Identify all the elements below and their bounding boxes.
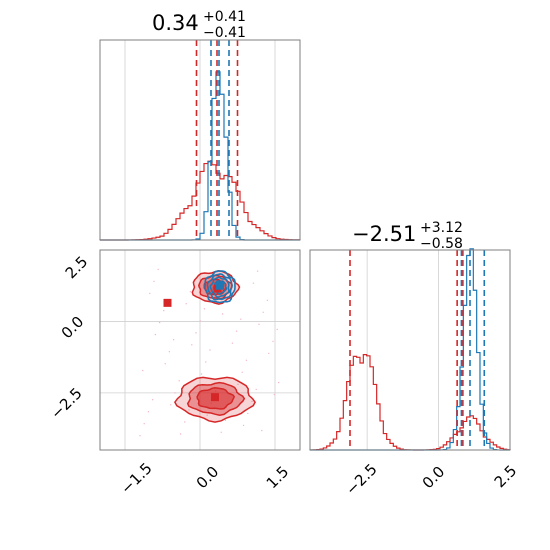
sample-point (256, 270, 259, 272)
blue-contour (209, 276, 230, 298)
sample-point (235, 330, 238, 332)
sample-point (188, 409, 190, 411)
sample-point (209, 349, 211, 351)
sample-point (168, 351, 171, 353)
sample-point (185, 303, 187, 305)
sample-point (255, 388, 257, 391)
sample-point (195, 332, 197, 334)
sample-point (273, 393, 276, 396)
truth-marker (163, 298, 172, 307)
joint-contour-panel (99, 249, 301, 451)
sample-point (261, 429, 263, 432)
sample-point (189, 291, 192, 293)
sample-point (191, 344, 193, 346)
sample-point (206, 414, 208, 416)
joint-xtick-label: −1.5 (117, 459, 155, 497)
sample-point (200, 373, 203, 375)
sample-point (154, 333, 157, 336)
sample-point (164, 363, 166, 365)
panel-frame (309, 249, 511, 451)
sample-point (158, 321, 161, 324)
sample-point (179, 433, 182, 435)
joint-ytick-label: 0.0 (58, 313, 88, 343)
sample-point (247, 412, 249, 415)
param-2-xtick-label: −2.5 (342, 460, 380, 498)
panel-frame (99, 39, 301, 241)
sample-point (172, 339, 175, 341)
sample-point (276, 328, 278, 331)
sample-point (139, 435, 141, 437)
sample-point (203, 308, 206, 310)
sample-point (147, 411, 150, 413)
sample-point (157, 268, 159, 271)
sample-point (224, 419, 227, 421)
sample-point (241, 371, 243, 373)
sample-point (277, 381, 280, 384)
blue-contour (206, 273, 233, 301)
sample-point (142, 369, 144, 372)
sample-point (258, 323, 260, 325)
joint-yticks: 2.5 0.0 −2.5 (47, 253, 91, 423)
joint-xticks: −1.5 0.0 1.5 (117, 459, 292, 497)
sample-point (268, 352, 270, 355)
sample-point (272, 340, 274, 343)
sample-point (184, 421, 186, 423)
sample-point (242, 424, 245, 427)
title-param-2: −2.51 +3.12 −0.58 (352, 220, 463, 252)
param-2-xtick-label: 0.0 (419, 463, 449, 493)
truth-marker (216, 281, 224, 290)
sample-point (231, 342, 234, 344)
blue-contour (204, 270, 236, 304)
sample-point (251, 400, 253, 403)
sample-point (262, 311, 264, 313)
sample-point (237, 383, 239, 385)
sample-point (240, 318, 242, 320)
param-2-xticks: −2.5 0.0 2.5 (342, 460, 520, 498)
sample-point (199, 320, 201, 322)
param-2-histogram-panel (309, 248, 511, 451)
sample-point (205, 361, 207, 363)
joint-ytick-label: −2.5 (47, 384, 85, 422)
param-1-histogram-panel (99, 39, 301, 241)
sample-point (266, 299, 269, 301)
joint-xtick-label: 0.0 (193, 463, 223, 493)
sample-point (221, 313, 224, 315)
title-param-1: 0.34 +0.41 −0.41 (152, 9, 246, 41)
sample-point (149, 292, 151, 295)
sample-point (178, 380, 180, 382)
title-param-2-lower: −0.58 (420, 236, 463, 252)
title-param-1-upper: +0.41 (203, 9, 246, 25)
sample-point (252, 282, 255, 284)
truth-marker (211, 393, 219, 402)
title-param-2-upper: +3.12 (420, 220, 463, 236)
sample-point (163, 309, 165, 312)
sample-point (174, 392, 176, 394)
panel-frame (99, 249, 301, 451)
title-param-1-lower: −0.41 (203, 25, 246, 41)
sample-point (245, 359, 248, 361)
sample-point (220, 431, 222, 433)
sample-point (153, 280, 155, 283)
param-2-xtick-label: 2.5 (491, 462, 521, 492)
joint-xtick-label: 1.5 (263, 463, 293, 493)
sample-point (143, 423, 145, 425)
sample-point (170, 404, 172, 406)
joint-ytick-label: 2.5 (62, 253, 92, 283)
title-param-1-value: 0.34 (152, 11, 199, 35)
sample-point (216, 272, 218, 274)
title-param-2-value: −2.51 (352, 222, 416, 246)
sample-point (151, 399, 154, 401)
